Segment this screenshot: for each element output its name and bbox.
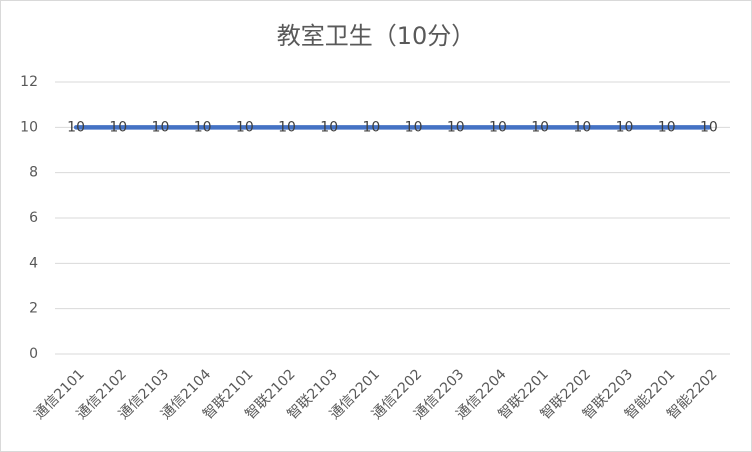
- y-tick-label: 12: [20, 74, 38, 90]
- data-label: 10: [67, 119, 85, 135]
- y-tick-label: 4: [29, 255, 38, 271]
- data-label: 10: [531, 119, 549, 135]
- data-label: 10: [320, 119, 338, 135]
- data-label: 10: [362, 119, 380, 135]
- data-label: 10: [194, 119, 212, 135]
- data-label: 10: [447, 119, 465, 135]
- data-label: 10: [278, 119, 296, 135]
- y-tick-label: 2: [29, 301, 38, 317]
- data-label: 10: [573, 119, 591, 135]
- data-label: 10: [405, 119, 423, 135]
- y-tick-label: 10: [20, 119, 38, 135]
- chart-title: 教室卫生（10分）: [277, 22, 476, 50]
- y-tick-label: 0: [29, 346, 38, 362]
- y-tick-label: 6: [29, 210, 38, 226]
- data-label: 10: [236, 119, 254, 135]
- data-label: 10: [152, 119, 170, 135]
- y-tick-label: 8: [29, 165, 38, 181]
- data-label: 10: [658, 119, 676, 135]
- data-label: 10: [700, 119, 718, 135]
- data-label: 10: [616, 119, 634, 135]
- data-label: 10: [109, 119, 127, 135]
- data-label: 10: [489, 119, 507, 135]
